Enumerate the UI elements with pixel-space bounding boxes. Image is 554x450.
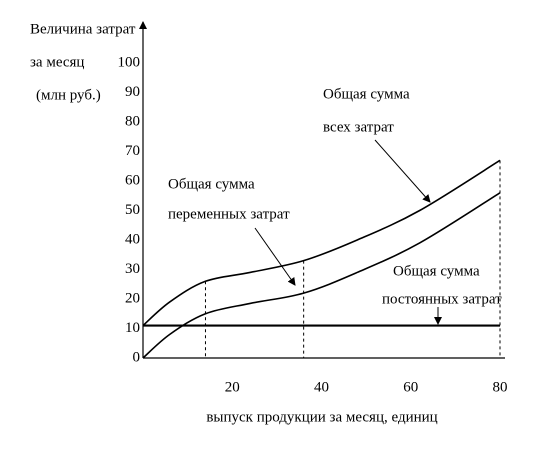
y-tick-label: 80 [125,113,140,129]
annotation-arrow [254,227,296,286]
annotation: Общая сумма [393,263,480,279]
x-tick-label: 20 [225,379,240,395]
y-tick-label: 20 [125,290,140,306]
y-axis-label: за месяц [30,54,84,70]
y-tick-label: 40 [125,231,140,247]
annotation: всех затрат [323,119,394,135]
y-tick-label: 10 [125,320,140,336]
line-series [142,192,501,359]
annotation: постоянных затрат [382,291,502,307]
y-tick-label: 90 [125,84,140,100]
y-axis-label: (млн руб.) [36,87,101,103]
annotation-arrow [374,139,431,203]
y-tick-label: 30 [125,261,140,277]
y-tick-label: 0 [133,349,141,365]
annotation: Общая сумма [168,176,255,192]
line-series [142,159,501,327]
annotation: переменных затрат [168,206,290,222]
y-tick-label: 50 [125,202,140,218]
x-tick-label: 60 [403,379,418,395]
y-tick-label: 100 [118,54,141,70]
x-tick-label: 80 [493,379,508,395]
y-tick-label: 60 [125,172,140,188]
annotation: Общая сумма [323,86,410,102]
x-axis-label: выпуск продукции за месяц, единиц [206,409,437,425]
y-axis-label: Величина затрат [30,21,136,37]
y-tick-label: 70 [125,143,140,159]
x-tick-label: 40 [314,379,329,395]
